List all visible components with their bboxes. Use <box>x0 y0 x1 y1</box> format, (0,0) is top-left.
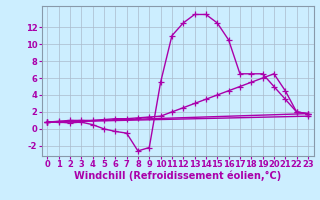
X-axis label: Windchill (Refroidissement éolien,°C): Windchill (Refroidissement éolien,°C) <box>74 171 281 181</box>
